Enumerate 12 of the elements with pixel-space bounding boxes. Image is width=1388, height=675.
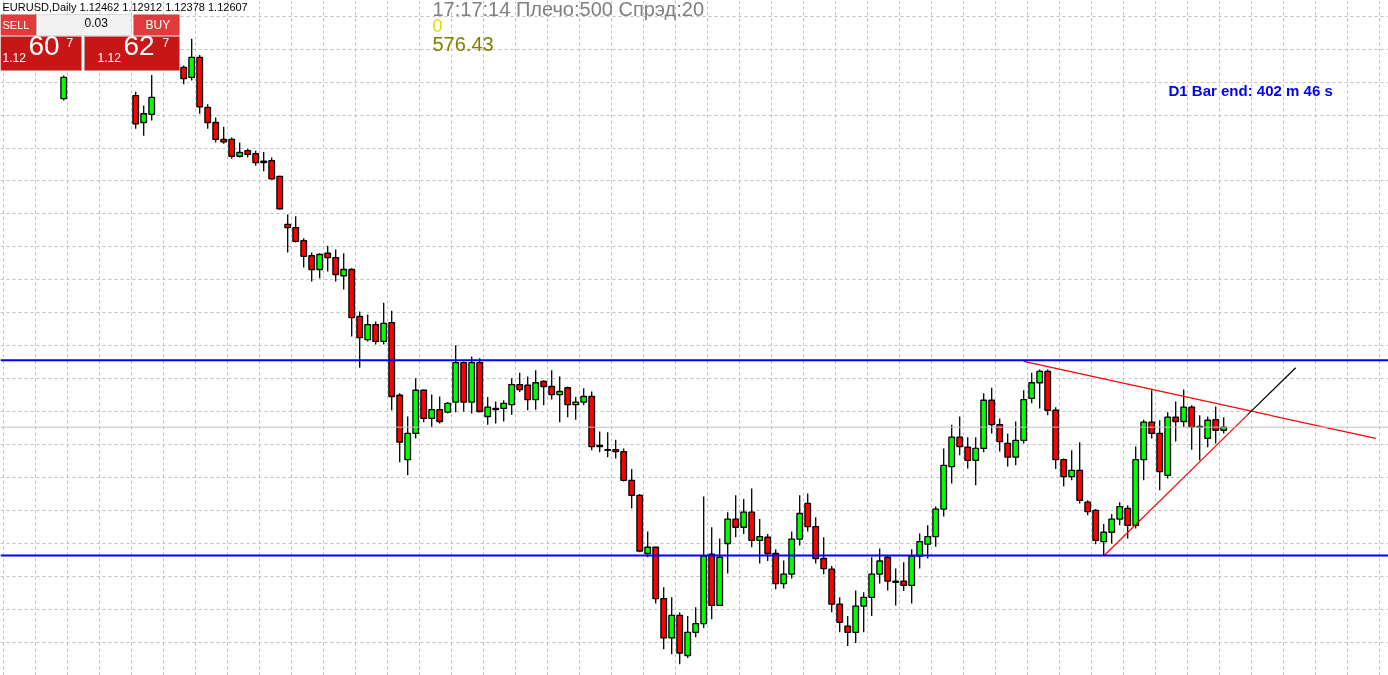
candlestick	[60, 74, 68, 102]
annotation: 1.12	[97, 50, 122, 65]
annotation: 62	[123, 29, 155, 61]
annotation: 60	[28, 29, 60, 61]
text: EURUSD,Daily 1.12462 1.12912 1.12378 1.12607	[2, 0, 248, 13]
annotation: D1 Bar end: 402 m 46 s	[1168, 81, 1333, 99]
annotation: 1.12	[2, 50, 27, 65]
annotation: 7	[162, 35, 170, 50]
text: BUY	[145, 17, 171, 32]
text: 0.03	[84, 15, 109, 30]
annotation: 7	[66, 35, 74, 50]
text: SELL	[2, 18, 30, 31]
